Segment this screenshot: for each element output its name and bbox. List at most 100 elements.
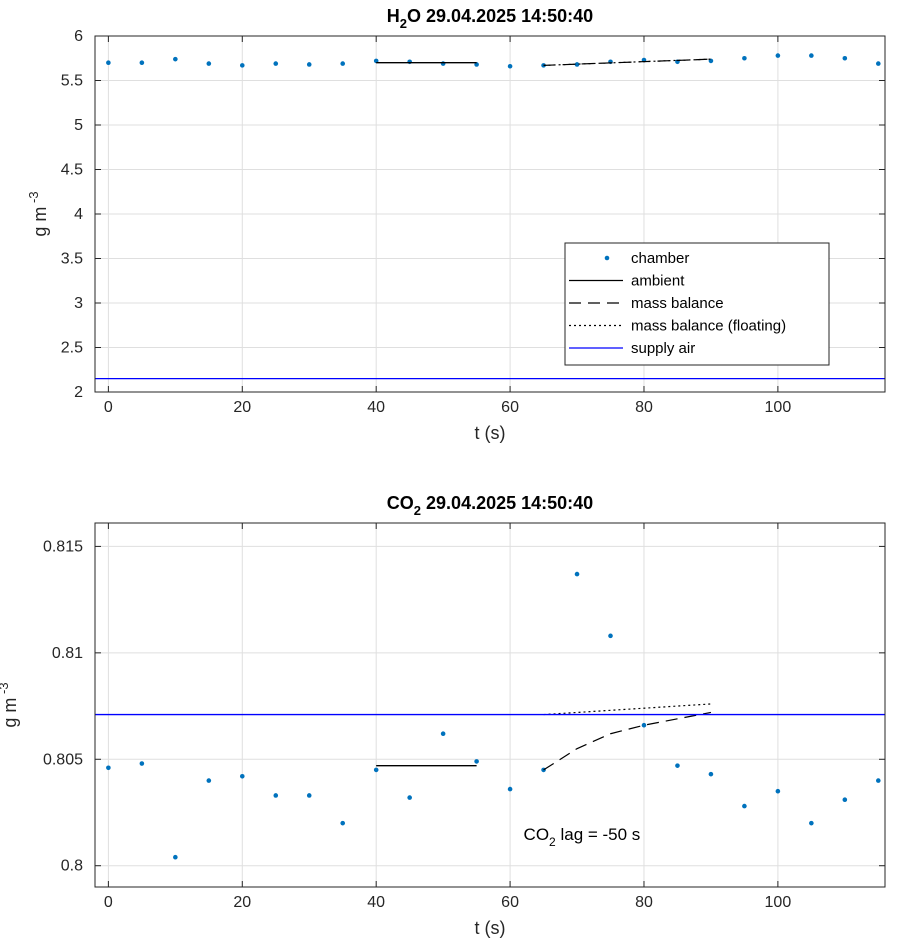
chart2-chamber-point-20 — [775, 788, 781, 794]
chart1-title-main: H — [387, 6, 400, 26]
chart2-chamber-point-3 — [206, 778, 212, 783]
chart2-chamber-point-21 — [809, 820, 814, 826]
chart1-chamber-point-19 — [742, 55, 747, 61]
chart2-chamber-point-22 — [842, 797, 848, 803]
chart2-chamber-point-4 — [239, 774, 245, 779]
chart2-y-tick-label-3: 0.815 — [43, 538, 83, 555]
chart2-x-tick-label-1: 20 — [233, 894, 251, 911]
chart1-legend: chamber ambient mass balance mass balance (… — [564, 242, 830, 366]
chart2-annotation-main: CO — [524, 825, 550, 844]
chart1-chamber-point-21 — [809, 53, 814, 58]
chart1-chamber-point-22 — [842, 55, 848, 61]
chart2-chamber-point-16 — [641, 722, 647, 728]
chart1-y-tick-label-8: 6 — [74, 28, 83, 45]
chart2-y-axis-label: g m -3 — [0, 682, 20, 727]
chart2-plot: 0 20 40 60 80 100 0.8 0.805 0.81 0.815 t (s) g m -3… — [0, 493, 886, 938]
chart2-chamber-point-5 — [273, 793, 279, 798]
chart1-y-tick-label-7: 5.5 — [61, 73, 83, 90]
chart2-chamber-point-19 — [742, 803, 747, 809]
chart1-legend-chamber-label: chamber — [631, 250, 689, 267]
chart1-x-tick-label-3: 60 — [501, 399, 519, 416]
chart1-chamber-point-9 — [407, 59, 412, 65]
chart1-chamber-point-20 — [775, 53, 781, 58]
chart2-y-axis-label-main: g m — [0, 698, 20, 728]
chart2-axes-box — [94, 522, 886, 888]
chart1-plot: 0 20 40 60 80 100 2 2.5 3 3.5 4 4.5 5 5.5 6 t (s) g m -3… — [26, 6, 886, 443]
chart2-x-tick-label-0: 0 — [104, 894, 113, 911]
chart1-legend-mass-balance-label: mass balance — [631, 295, 724, 312]
chart1-chamber-point-13 — [541, 63, 546, 68]
chart1-title: H2O 29.04.2025 14:50:40 — [387, 6, 593, 31]
chart2-y-tick-label-2: 0.81 — [52, 645, 83, 662]
chart1-y-tick-label-5: 4.5 — [61, 162, 83, 179]
chart2-annotation-sub: 2 — [549, 835, 556, 849]
chart1-y-tick-label-1: 2.5 — [61, 340, 83, 357]
chart2-chamber-point-2 — [173, 854, 178, 860]
chart1-y-axis-label: g m -3 — [26, 191, 50, 236]
chart1-chamber-point-1 — [139, 60, 145, 65]
chart1-legend-supply-air-label: supply air — [631, 340, 695, 357]
chart1-y-tick-label-3: 3.5 — [61, 251, 83, 268]
chart1-chamber-point-2 — [173, 56, 178, 62]
chart2-annotation: CO2 lag = -50 s — [524, 825, 641, 849]
chart2-title: CO2 29.04.2025 14:50:40 — [387, 493, 593, 518]
chart2-title-rest: 29.04.2025 14:50:40 — [421, 493, 593, 513]
chart2-axes-background — [95, 523, 885, 887]
chart2-title-main: CO — [387, 493, 414, 513]
chart2-chamber-point-0 — [106, 765, 111, 771]
chart1-title-rest: O 29.04.2025 14:50:40 — [407, 6, 593, 26]
chart1-x-tick-label-4: 80 — [635, 399, 653, 416]
chart1-legend-mass-balance-floating--label: mass balance (floating) — [631, 318, 786, 335]
chart2-title-sub: 2 — [414, 503, 421, 518]
chart1-chamber-point-6 — [306, 62, 312, 67]
chart1-chamber-point-10 — [440, 61, 446, 66]
chart1-mass-balance-line — [543, 58, 711, 66]
chart2-chamber-point-23 — [876, 778, 881, 783]
chart1-x-tick-label-2: 40 — [367, 399, 385, 416]
chart1-x-tick-label-5: 100 — [765, 399, 792, 416]
chart1-chamber-point-12 — [507, 63, 513, 69]
chart2-y-tick-label-0: 0.8 — [61, 858, 83, 875]
chart1-y-tick-label-6: 5 — [74, 117, 83, 134]
chart2-x-axis-label: t (s) — [475, 918, 506, 938]
chart2-chamber-point-17 — [675, 763, 680, 768]
chart1-title-sub: 2 — [400, 16, 407, 31]
chart2-x-tick-label-2: 40 — [367, 894, 385, 911]
chart1-chamber-point-4 — [239, 63, 245, 68]
chart1-y-tick-label-4: 4 — [74, 206, 83, 223]
chart1-y-axis-label-main: g m — [30, 207, 50, 237]
chart2-chamber-point-1 — [139, 761, 145, 766]
chart2-chamber-point-9 — [407, 795, 412, 800]
chart2-chamber-point-15 — [608, 633, 613, 639]
chart2-chamber-point-12 — [507, 786, 513, 792]
chart2-chamber-point-10 — [440, 731, 446, 737]
chart1-y-tick-label-2: 3 — [74, 295, 83, 312]
chart2-chamber-point-8 — [373, 767, 379, 773]
chart2-chamber-point-6 — [306, 793, 312, 798]
chart1-y-tick-label-0: 2 — [74, 384, 83, 401]
chart1-y-axis-label-sup: -3 — [26, 191, 41, 206]
chart1-legend-ambient-label: ambient — [631, 273, 685, 290]
chart2-x-tick-label-4: 80 — [635, 894, 653, 911]
chart1-chamber-point-23 — [876, 61, 881, 66]
chart1-chamber-point-14 — [574, 62, 580, 67]
chart1-legend-box — [564, 242, 830, 366]
chart2-chamber-point-11 — [474, 759, 479, 764]
chart2-x-tick-label-3: 60 — [501, 894, 519, 911]
chart2-chamber-point-18 — [708, 771, 714, 777]
chart2-annotation-rest: lag = -50 s — [556, 825, 641, 844]
chart1-chamber-point-5 — [273, 61, 279, 66]
chart2-chamber-point-14 — [574, 571, 580, 577]
chart1-x-tick-label-1: 20 — [233, 399, 251, 416]
chart1-x-tick-label-0: 0 — [104, 399, 113, 416]
chart2-y-axis-label-sup: -3 — [0, 682, 11, 697]
chart1-chamber-point-0 — [106, 60, 111, 65]
chart2-x-tick-label-5: 100 — [765, 894, 792, 911]
chart1-x-axis-label: t (s) — [475, 423, 506, 443]
chart1-chamber-point-7 — [340, 61, 346, 66]
chart2-chamber-point-7 — [340, 820, 346, 826]
chart1-legend-chamber-marker — [604, 255, 610, 261]
chart1-chamber-point-3 — [206, 61, 212, 66]
chart2-y-tick-label-1: 0.805 — [43, 751, 83, 768]
